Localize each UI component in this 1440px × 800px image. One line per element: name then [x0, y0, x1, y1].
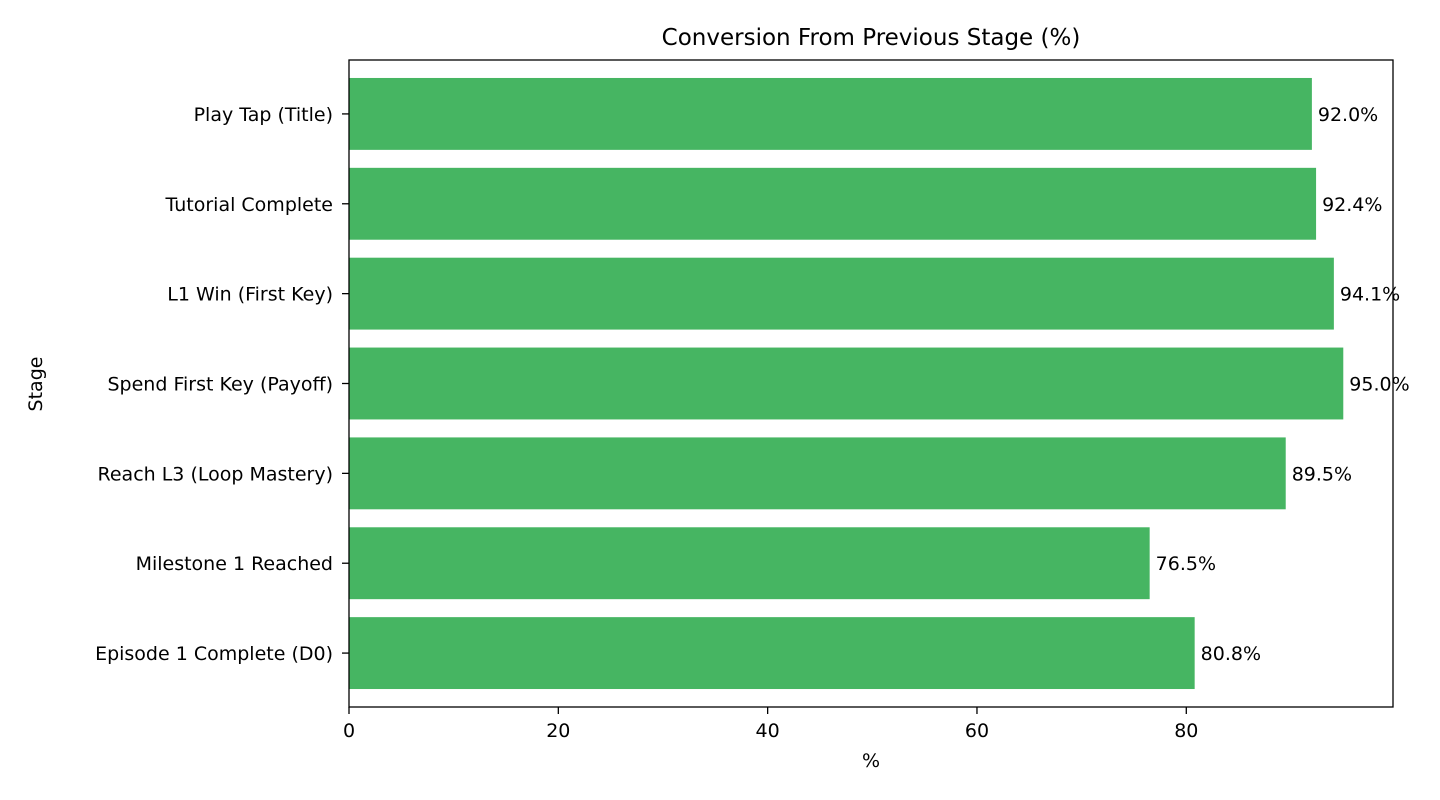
y-tick-label: Milestone 1 Reached: [136, 553, 333, 575]
x-tick-label: 40: [756, 720, 780, 742]
bar-value-label: 94.1%: [1340, 284, 1400, 306]
bar-value-label: 92.0%: [1318, 104, 1378, 126]
x-axis-ticks: 0 20 40 60 80: [343, 707, 1198, 742]
bar: [349, 77, 1312, 150]
bar-value-label: 92.4%: [1322, 194, 1382, 216]
bar-value-label: 89.5%: [1292, 463, 1352, 485]
bar: [349, 167, 1317, 240]
bar: [349, 257, 1334, 330]
bar: [349, 437, 1286, 510]
x-axis-label: %: [862, 750, 880, 772]
bar-value-label: 76.5%: [1156, 553, 1216, 575]
y-tick-label: Spend First Key (Payoff): [108, 374, 334, 396]
bar: [349, 527, 1150, 600]
bars-group: 92.0% 92.4% 94.1% 95.0% 89.5% 76.5% 80.8%: [349, 77, 1410, 690]
y-axis-label: Stage: [25, 357, 47, 412]
x-tick-label: 60: [965, 720, 989, 742]
y-tick-label: Reach L3 (Loop Mastery): [98, 463, 333, 485]
bar-value-label: 80.8%: [1201, 643, 1261, 665]
x-tick-label: 80: [1174, 720, 1198, 742]
plot-frame: [348, 59, 1394, 708]
bar: [349, 617, 1195, 690]
y-tick-label: Play Tap (Title): [194, 104, 333, 126]
y-tick-label: L1 Win (First Key): [167, 284, 333, 306]
bar: [349, 347, 1344, 420]
y-tick-label: Episode 1 Complete (D0): [95, 643, 333, 665]
bar-value-label: 95.0%: [1349, 374, 1409, 396]
x-tick-label: 20: [546, 720, 570, 742]
chart-title: Conversion From Previous Stage (%): [662, 25, 1081, 51]
x-tick-label: 0: [343, 720, 355, 742]
y-tick-label: Tutorial Complete: [165, 194, 333, 216]
y-axis-ticks: Play Tap (Title) Tutorial Complete L1 Win …: [95, 104, 349, 665]
